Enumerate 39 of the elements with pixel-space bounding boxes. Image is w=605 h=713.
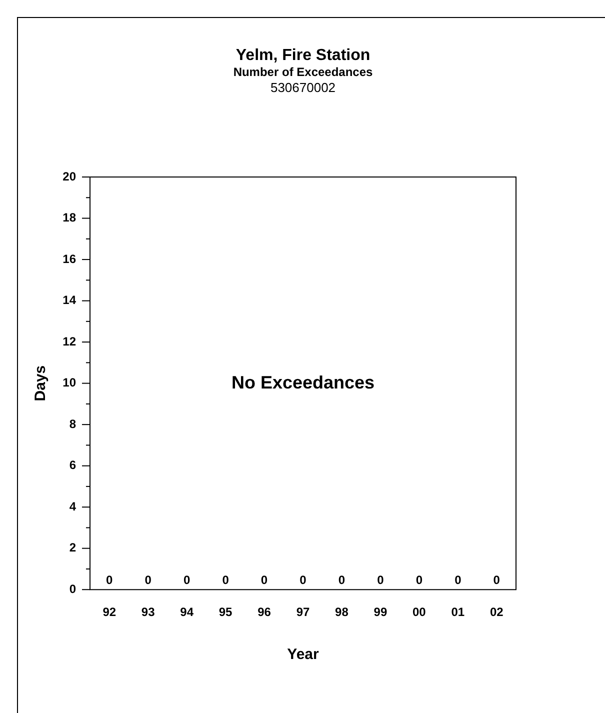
data-label: 0: [416, 572, 423, 587]
y-tick-label: 12: [62, 334, 76, 348]
data-label: 0: [144, 572, 152, 587]
y-tick-label: 16: [62, 252, 76, 266]
chart-subtitle: Number of Exceedances: [233, 65, 374, 79]
y-tick-label: 0: [69, 582, 76, 596]
y-tick-label: 18: [62, 210, 76, 225]
x-tick-label: 94: [180, 605, 194, 620]
y-tick-label: 2: [69, 540, 76, 555]
data-label: 0: [493, 572, 500, 587]
x-tick-label: 01: [451, 605, 465, 620]
x-tick-label: 02: [490, 605, 504, 620]
data-label: 0: [300, 572, 307, 587]
x-tick-label: 98: [335, 605, 349, 620]
y-tick-label: 8: [69, 416, 76, 431]
annotation: No Exceedances: [231, 372, 375, 392]
x-tick-label: 00: [412, 605, 426, 620]
data-label: 0: [106, 572, 114, 587]
y-tick-label: 4: [69, 499, 76, 514]
x-tick-label: 92: [102, 605, 116, 620]
data-label: 0: [222, 572, 230, 587]
data-label: 0: [260, 572, 268, 587]
x-tick-label: 97: [296, 605, 310, 620]
y-tick-label: 20: [62, 169, 76, 184]
y-tick-label: 14: [62, 293, 76, 308]
text: 530670002: [270, 80, 336, 95]
x-tick-label: 93: [141, 605, 156, 620]
x-axis-title: Year: [287, 646, 320, 664]
chart-title: Yelm, Fire Station: [236, 47, 370, 64]
x-tick-label: 95: [218, 605, 233, 620]
y-axis-title: Days: [32, 365, 50, 402]
x-tick-label: 96: [258, 605, 272, 620]
y-tick-label: 6: [69, 458, 76, 472]
x-tick-label: 99: [374, 605, 388, 620]
data-label: 0: [183, 572, 190, 587]
data-label: 0: [338, 572, 346, 587]
y-tick-label: 10: [62, 376, 76, 390]
data-label: 0: [454, 572, 462, 587]
data-label: 0: [377, 572, 384, 587]
